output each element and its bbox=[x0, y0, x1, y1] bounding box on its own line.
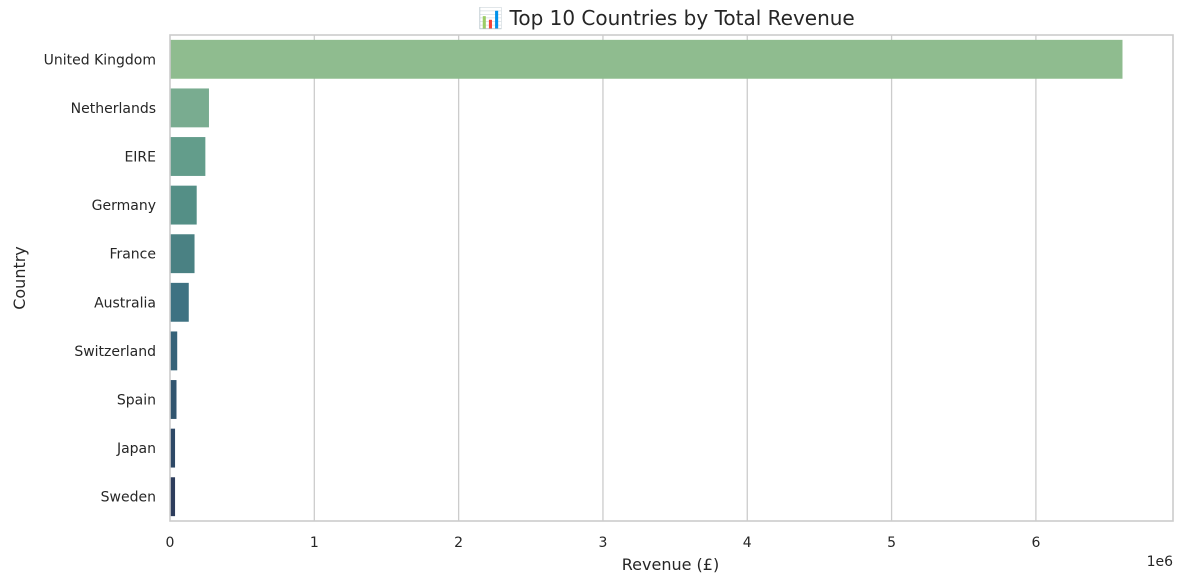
y-tick-labels: United Kingdom Netherlands EIRE Germany Fran… bbox=[44, 52, 156, 505]
bars bbox=[170, 39, 1123, 517]
chart-title: 📊 Top 10 Countries by Total Revenue bbox=[478, 6, 854, 30]
y-tick-label: EIRE bbox=[124, 150, 156, 166]
bar bbox=[170, 380, 177, 419]
x-tick-label: 5 bbox=[887, 535, 896, 551]
x-axis-label: Revenue (£) bbox=[622, 555, 719, 574]
bar bbox=[170, 39, 1123, 79]
x-tick-label: 6 bbox=[1031, 535, 1040, 551]
x-tick-labels: 0 1 2 3 4 5 6 bbox=[166, 535, 1041, 551]
y-tick-label: France bbox=[109, 247, 156, 263]
bar bbox=[170, 88, 209, 128]
plot-frame bbox=[169, 34, 1174, 522]
bar bbox=[170, 477, 176, 517]
y-tick-label: Spain bbox=[117, 393, 156, 409]
y-axis-label: Country bbox=[10, 246, 29, 310]
bar bbox=[170, 185, 197, 225]
bar bbox=[170, 234, 195, 274]
y-tick-label: Switzerland bbox=[74, 344, 156, 360]
bar bbox=[170, 282, 189, 322]
y-tick-label: Germany bbox=[92, 198, 156, 214]
y-tick-label: Japan bbox=[116, 441, 156, 457]
x-tick-label: 4 bbox=[743, 535, 752, 551]
bar bbox=[170, 331, 178, 371]
y-tick-label: Sweden bbox=[101, 490, 156, 506]
x-tick-label: 0 bbox=[166, 535, 175, 551]
y-tick-label: Australia bbox=[94, 295, 156, 311]
bar bbox=[170, 428, 176, 468]
y-tick-label: United Kingdom bbox=[44, 52, 156, 68]
bar bbox=[170, 137, 206, 176]
y-tick-label: Netherlands bbox=[71, 101, 156, 117]
grid-lines bbox=[313, 35, 1037, 521]
x-tick-label: 2 bbox=[454, 535, 463, 551]
x-tick-label: 3 bbox=[598, 535, 607, 551]
x-tick-label: 1 bbox=[310, 535, 319, 551]
x-axis-offset-label: 1e6 bbox=[1147, 554, 1174, 570]
